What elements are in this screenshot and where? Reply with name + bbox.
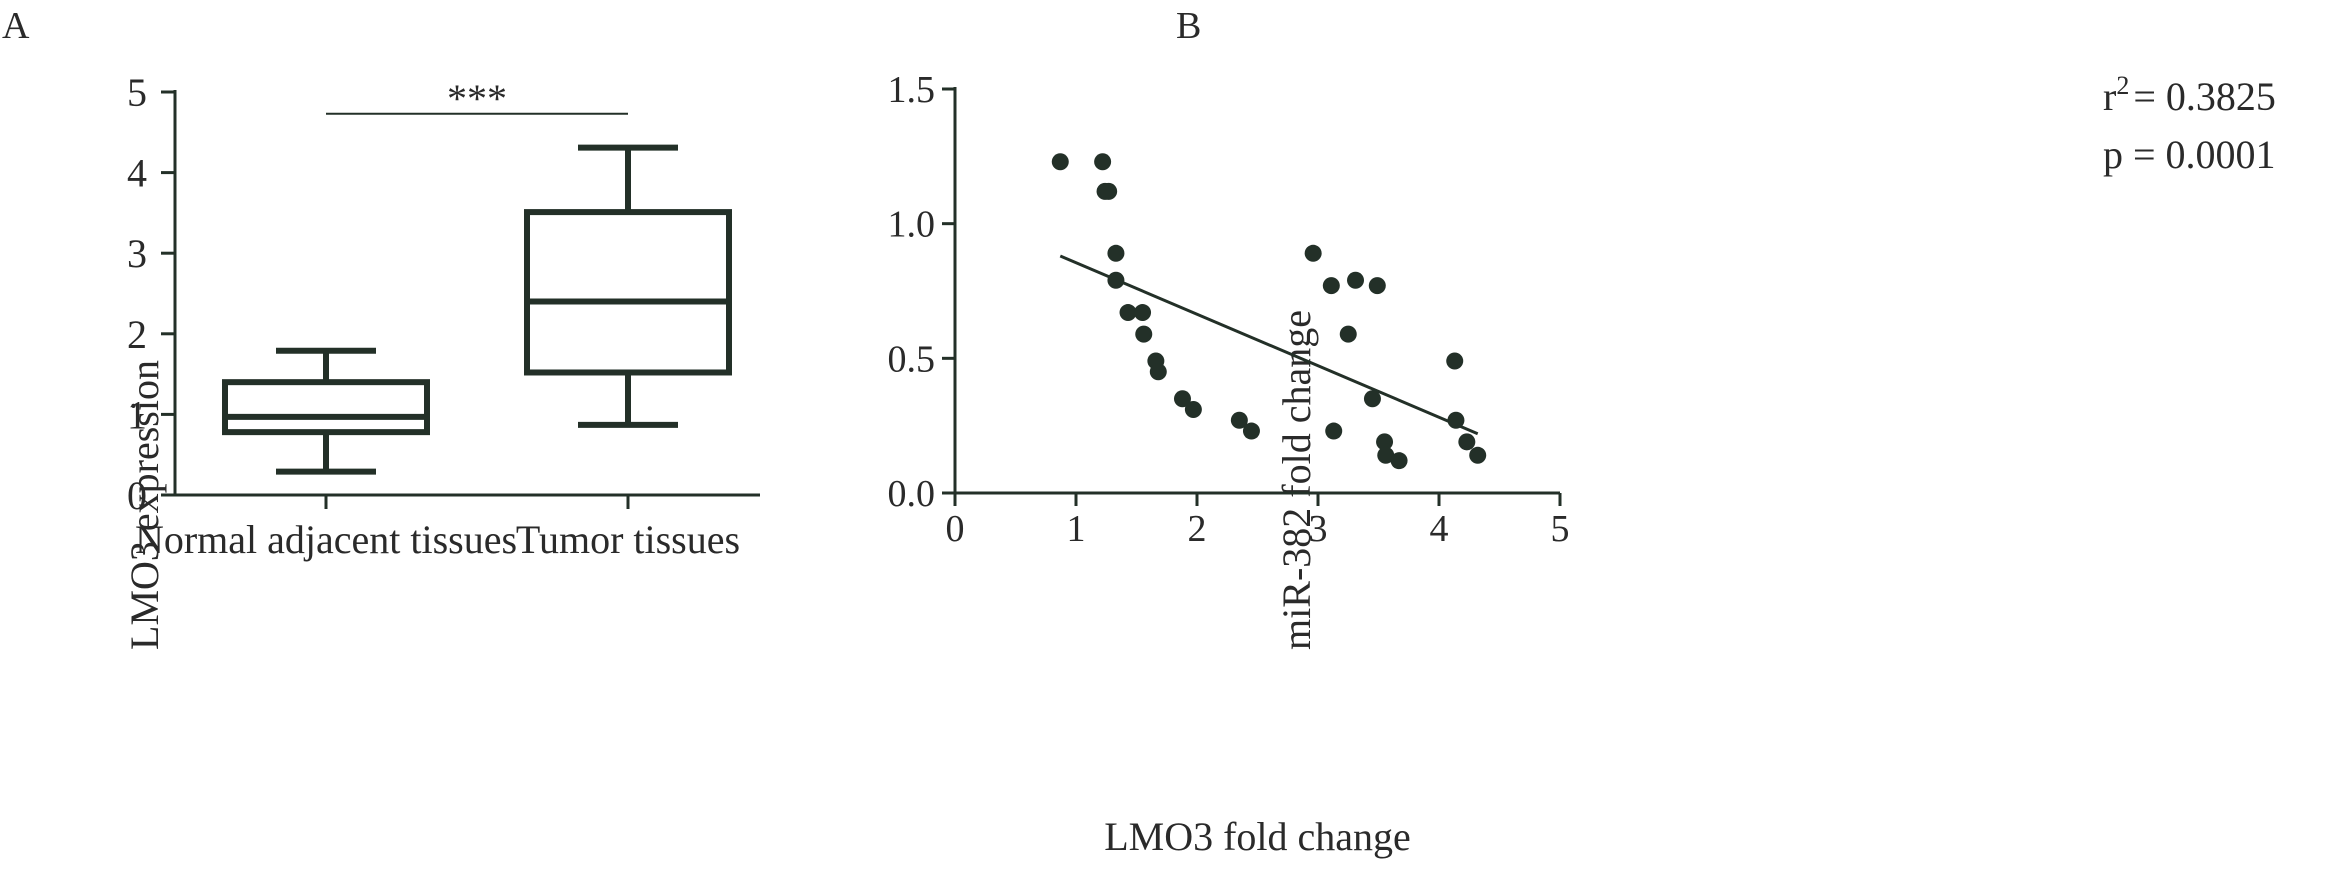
box-plot-category-label: Tumor tissues <box>516 517 740 562</box>
box-tumor <box>524 144 732 428</box>
scatter-point <box>1458 433 1476 451</box>
regression-line <box>1059 254 1479 436</box>
scatter-y-tick-label: 1.5 <box>888 69 936 111</box>
scatter-y-tick-label: 0.0 <box>888 473 936 515</box>
scatter-point <box>1446 352 1464 370</box>
interquartile-box <box>222 379 430 436</box>
scatter-point <box>1368 277 1386 295</box>
scatter-point <box>1135 325 1153 343</box>
scatter-point <box>1134 304 1152 322</box>
r-squared-base: r <box>2103 74 2116 119</box>
scatter-x-tick-label: 4 <box>1430 508 1449 550</box>
box-plot-y-tick-label: 1 <box>127 392 147 437</box>
scatter-y-tick-label: 1.0 <box>888 204 936 246</box>
scatter-point <box>1119 304 1137 322</box>
box-plot-y-tick-label: 5 <box>127 70 147 115</box>
scatter-point <box>1347 271 1365 289</box>
p-value-stat: p = 0.0001 <box>2103 132 2276 177</box>
scatter-point <box>1377 446 1395 464</box>
scatter-point <box>1376 433 1394 451</box>
r-squared-value: = 0.3825 <box>2133 74 2276 119</box>
scatter-point <box>1107 271 1125 289</box>
scatter-point <box>1173 390 1191 408</box>
scatter-x-tick-label: 1 <box>1067 508 1086 550</box>
scatter-x-tick-label: 5 <box>1551 508 1570 550</box>
scatter-point <box>1325 422 1343 440</box>
scatter-point <box>1094 153 1112 171</box>
box-normal <box>222 347 430 475</box>
scatter-x-axis-label: LMO3 fold change <box>1104 814 1411 859</box>
scatter-point <box>1230 411 1248 429</box>
r-squared-exponent: 2 <box>2116 71 2129 100</box>
scatter-point <box>1051 153 1069 171</box>
panel-a-letter: A <box>2 5 30 47</box>
scatter-point <box>1107 244 1125 262</box>
box-plot-y-tick-label: 3 <box>127 231 147 276</box>
scatter-point <box>1184 401 1202 419</box>
scatter-x-tick-label: 2 <box>1188 508 1207 550</box>
box-plot-category-label: Normal adjacent tissues <box>135 517 517 562</box>
scatter-point <box>1149 363 1167 381</box>
box-plot-y-tick-label: 0 <box>127 473 147 518</box>
scatter-point <box>1304 244 1322 262</box>
scatter-x-tick-label: 3 <box>1309 508 1328 550</box>
panel-b-letter: B <box>1176 5 1201 47</box>
scatter-point <box>1322 277 1340 295</box>
box-plot-y-tick-label: 4 <box>127 151 147 196</box>
box-plot-y-tick-label: 2 <box>127 312 147 357</box>
scatter-point <box>1363 390 1381 408</box>
scatter-point <box>1447 411 1465 429</box>
scatter-point <box>1242 422 1260 440</box>
scatter-point <box>1469 446 1487 464</box>
scatter-y-tick-label: 0.5 <box>888 338 936 380</box>
scatter-point <box>1339 325 1357 343</box>
scatter-y-axis-label: miR-382 fold change <box>1274 310 1319 650</box>
scatter-plot-panel: miR-382 fold change LMO3 fold change r2 =… <box>888 69 2276 859</box>
box-plot-y-axis-label: LMO3 expression <box>122 360 167 650</box>
scatter-point <box>1100 182 1118 200</box>
scatter-point <box>1390 452 1408 470</box>
scatter-x-tick-label: 0 <box>946 508 965 550</box>
r-squared-stat: r2 = 0.3825 <box>2103 71 2276 119</box>
interquartile-box <box>524 209 732 376</box>
